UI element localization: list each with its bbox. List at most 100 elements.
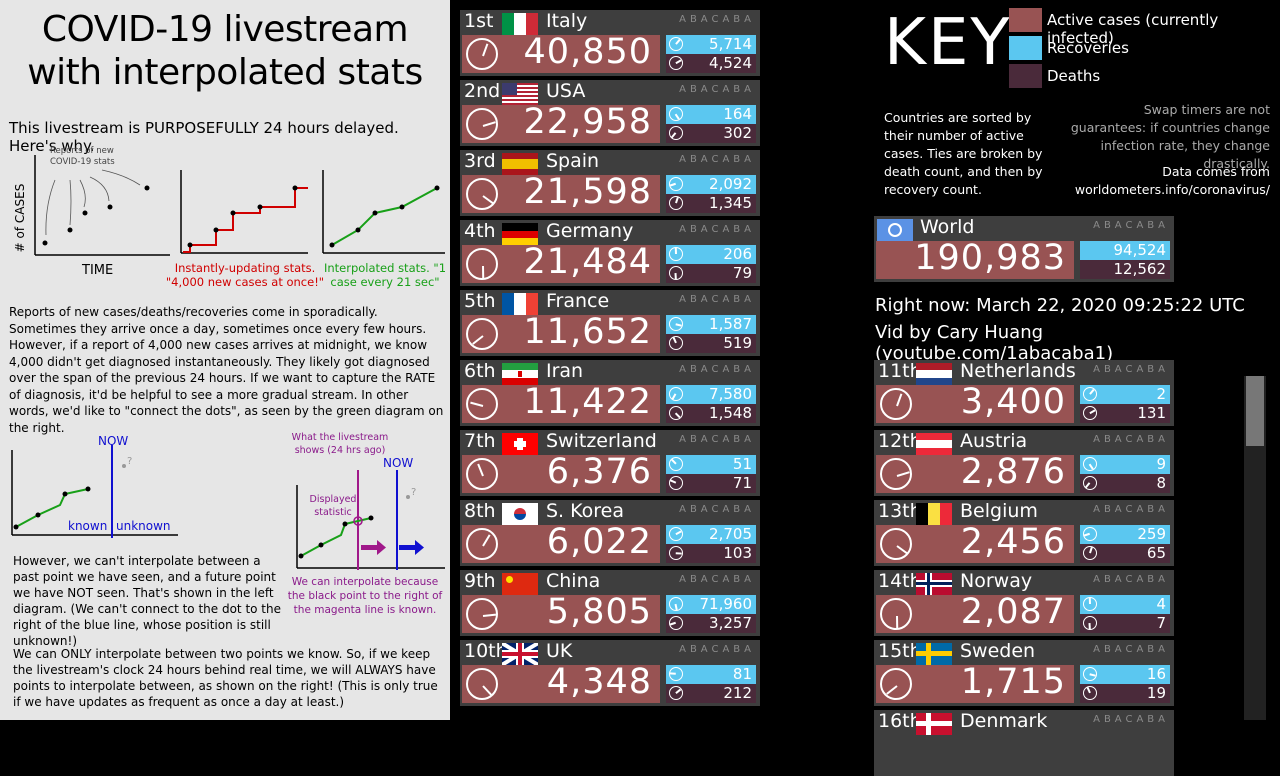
active-cases-box: 11,422 <box>462 382 660 423</box>
rank-label: 8th <box>464 500 496 522</box>
abacaba-watermark: ABACABA <box>679 14 755 25</box>
country-name: Italy <box>546 10 588 32</box>
country-name: Iran <box>546 360 584 382</box>
abacaba-watermark: ABACABA <box>1093 574 1169 585</box>
timer-icon <box>669 177 683 191</box>
active-cases-box: 4,348 <box>462 662 660 703</box>
spain-flag-icon <box>502 153 538 175</box>
un-flag-icon <box>877 219 913 241</box>
active-cases-box: 2,456 <box>876 522 1074 563</box>
deaths-count: 302 <box>723 124 752 142</box>
world-row: World ABACABA 190,983 94,524 12,562 <box>874 216 1174 282</box>
timer-icon <box>669 686 683 700</box>
country-name: Spain <box>546 150 600 172</box>
country-row: 4th Germany ABACABA 21,484 206 79 <box>460 220 760 286</box>
active-cases-count: 5,805 <box>546 592 652 632</box>
switzerland-flag-icon <box>502 433 538 455</box>
explanation-paragraph-2: However, we can't interpolate between a … <box>13 554 281 648</box>
country-row: 10th UK ABACABA 4,348 81 212 <box>460 640 760 706</box>
deaths-box: 519 <box>666 334 756 353</box>
active-swatch <box>1009 8 1042 32</box>
deaths-count: 79 <box>732 264 752 282</box>
abacaba-watermark: ABACABA <box>679 644 755 655</box>
timer-icon <box>669 457 683 471</box>
rank-label: 13th <box>878 500 922 522</box>
south-korea-flag-icon <box>502 503 538 525</box>
recovered-box: 5,714 <box>666 35 756 54</box>
key-recoveries-label: Recoveries <box>1047 39 1129 57</box>
instant-stats-caption: Instantly-updating stats. "4,000 new cas… <box>165 261 325 289</box>
active-cases-count: 6,022 <box>546 522 652 562</box>
now-label: NOW <box>98 434 128 448</box>
china-flag-icon <box>502 573 538 595</box>
reports-label: Reports of new COVID-19 stats <box>50 146 115 167</box>
swap-timer-icon <box>466 668 498 700</box>
active-cases-count: 21,598 <box>523 172 652 212</box>
interpolated-stats-diagram <box>322 170 445 254</box>
country-row: 2nd USA ABACABA 22,958 164 302 <box>460 80 760 146</box>
abacaba-watermark: ABACABA <box>679 574 755 585</box>
swap-timer-icon <box>466 458 498 490</box>
country-name: Germany <box>546 220 634 242</box>
iran-flag-icon <box>502 363 538 385</box>
active-cases-box: 1,715 <box>876 662 1074 703</box>
deaths-count: 1,345 <box>709 194 752 212</box>
recovered-count: 9 <box>1156 455 1166 473</box>
deaths-box: 79 <box>666 264 756 283</box>
interpolate-caption: We can interpolate because the black poi… <box>287 576 443 616</box>
swap-timer-icon <box>880 598 912 630</box>
deaths-count: 212 <box>723 684 752 702</box>
recovered-box: 71,960 <box>666 595 756 614</box>
abacaba-watermark: ABACABA <box>679 294 755 305</box>
timer-icon <box>669 37 683 51</box>
unknown-label: unknown <box>116 519 171 533</box>
deaths-count: 8 <box>1156 474 1166 492</box>
swap-timer-icon <box>880 668 912 700</box>
subtitle: This livestream is PURPOSEFULLY 24 hours… <box>9 119 399 155</box>
world-name: World <box>920 216 975 238</box>
country-name: S. Korea <box>546 500 625 522</box>
swap-timer-icon <box>466 38 498 70</box>
scrollbar-thumb[interactable] <box>1246 376 1264 446</box>
timer-icon <box>669 336 683 350</box>
rank-label: 2nd <box>464 80 501 102</box>
abacaba-watermark: ABACABA <box>679 154 755 165</box>
current-time: Right now: March 22, 2020 09:25:22 UTC <box>875 295 1245 316</box>
timer-icon <box>1083 546 1097 560</box>
abacaba-watermark: ABACABA <box>679 504 755 515</box>
displayed-statistic-label: Displayed statistic <box>309 494 357 518</box>
active-cases-count: 4,348 <box>546 662 652 702</box>
austria-flag-icon <box>916 433 952 455</box>
recovered-box: 164 <box>666 105 756 124</box>
swap-timer-icon <box>880 528 912 560</box>
country-name: USA <box>546 80 586 102</box>
deaths-box: 1,345 <box>666 194 756 213</box>
rank-label: 15th <box>878 640 922 662</box>
deaths-count: 7 <box>1156 614 1166 632</box>
deaths-box: 71 <box>666 474 756 493</box>
active-cases-box: 11,652 <box>462 312 660 353</box>
recovered-count: 16 <box>1146 665 1166 683</box>
timer-icon <box>669 546 683 560</box>
recovered-count: 51 <box>732 455 752 473</box>
active-cases-count: 6,376 <box>546 452 652 492</box>
rank-label: 4th <box>464 220 496 242</box>
recovered-box: 2 <box>1080 385 1170 404</box>
world-recovered-count: 94,524 <box>1113 241 1167 259</box>
deaths-box: 1,548 <box>666 404 756 423</box>
recovered-count: 164 <box>723 105 752 123</box>
swap-timer-icon <box>466 108 498 140</box>
belgium-flag-icon <box>916 503 952 525</box>
recovered-count: 206 <box>723 245 752 263</box>
recovered-box: 4 <box>1080 595 1170 614</box>
svg-text:?: ? <box>411 487 416 498</box>
world-active-count: 190,983 <box>914 238 1066 278</box>
recovered-box: 81 <box>666 665 756 684</box>
scrollbar[interactable] <box>1244 376 1266 720</box>
active-cases-count: 21,484 <box>523 242 652 282</box>
now-label-2: NOW <box>383 456 413 470</box>
active-cases-count: 22,958 <box>523 102 652 142</box>
country-row: 3rd Spain ABACABA 21,598 2,092 1,345 <box>460 150 760 216</box>
deaths-swatch <box>1009 64 1042 88</box>
explanation-paragraph-3: We can ONLY interpolate between two poin… <box>13 647 438 709</box>
